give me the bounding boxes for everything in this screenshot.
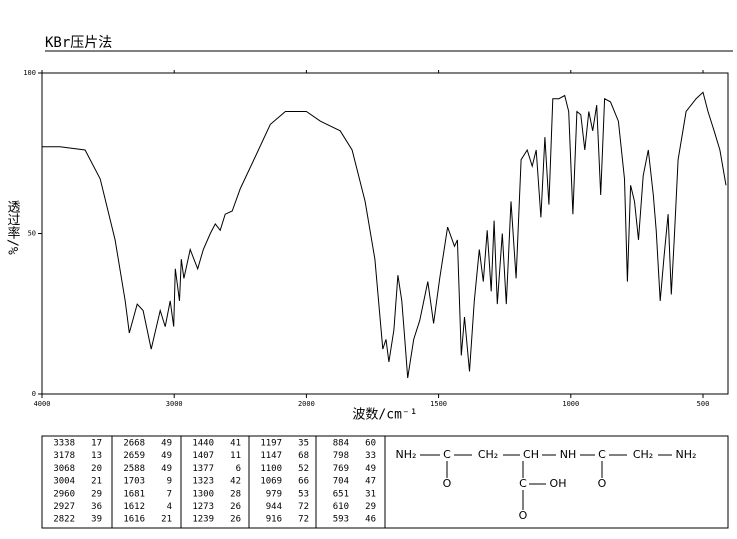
peak-wavenumber: 944 xyxy=(266,502,282,512)
peak-transmittance: 7 xyxy=(167,489,172,499)
peak-transmittance: 66 xyxy=(298,477,309,487)
peak-wavenumber: 1069 xyxy=(260,477,282,487)
x-axis-label: 波数/cm⁻¹ xyxy=(352,408,417,423)
atom-label: OH xyxy=(550,477,567,490)
peak-wavenumber: 704 xyxy=(333,477,349,487)
atom-label: O xyxy=(519,509,528,522)
peak-wavenumber: 3178 xyxy=(53,451,75,461)
peak-transmittance: 26 xyxy=(230,502,241,512)
x-tick-label: 3000 xyxy=(166,400,183,408)
peak-wavenumber: 2960 xyxy=(53,489,75,499)
y-axis-label: 透过率/% xyxy=(5,200,21,255)
peak-transmittance: 26 xyxy=(230,515,241,525)
peak-wavenumber: 1377 xyxy=(192,464,214,474)
peak-transmittance: 46 xyxy=(365,515,376,525)
peak-wavenumber: 798 xyxy=(333,451,349,461)
peak-wavenumber: 1612 xyxy=(123,502,145,512)
peak-wavenumber: 1407 xyxy=(192,451,214,461)
x-tick-label: 4000 xyxy=(34,400,51,408)
peak-transmittance: 6 xyxy=(236,464,241,474)
peak-wavenumber: 1440 xyxy=(192,439,214,449)
peak-wavenumber: 1681 xyxy=(123,489,145,499)
peak-wavenumber: 3338 xyxy=(53,439,75,449)
peak-wavenumber: 1273 xyxy=(192,502,214,512)
peak-wavenumber: 1300 xyxy=(192,489,214,499)
atom-label: CH₂ xyxy=(633,448,653,461)
peak-transmittance: 29 xyxy=(91,489,102,499)
peak-wavenumber: 593 xyxy=(333,515,349,525)
peak-wavenumber: 610 xyxy=(333,502,349,512)
peak-wavenumber: 769 xyxy=(333,464,349,474)
atom-label: NH₂ xyxy=(676,448,697,461)
y-tick-label: 50 xyxy=(28,230,36,238)
peak-transmittance: 33 xyxy=(365,451,376,461)
peak-wavenumber: 884 xyxy=(333,439,349,449)
y-tick-label: 0 xyxy=(32,390,36,398)
structure-bonds xyxy=(420,454,672,510)
plot-frame xyxy=(41,72,729,395)
peak-transmittance: 11 xyxy=(230,451,241,461)
peak-wavenumber: 916 xyxy=(266,515,282,525)
peak-wavenumber: 2588 xyxy=(123,464,145,474)
atom-label: CH₂ xyxy=(478,448,498,461)
peak-transmittance: 53 xyxy=(298,489,309,499)
peak-wavenumber: 1703 xyxy=(123,477,145,487)
peak-wavenumber: 651 xyxy=(333,489,349,499)
peak-transmittance: 21 xyxy=(91,477,102,487)
peak-transmittance: 42 xyxy=(230,477,241,487)
atom-label: O xyxy=(443,477,452,490)
atom-label: NH₂ xyxy=(396,448,417,461)
peak-transmittance: 49 xyxy=(365,464,376,474)
chart-title: KBr压片法 xyxy=(45,35,112,51)
peak-wavenumber: 1323 xyxy=(192,477,214,487)
atom-label: C xyxy=(598,448,606,461)
peak-transmittance: 21 xyxy=(161,515,172,525)
peak-wavenumber: 2822 xyxy=(53,515,75,525)
peak-transmittance: 29 xyxy=(365,502,376,512)
peak-wavenumber: 1239 xyxy=(192,515,214,525)
peak-transmittance: 49 xyxy=(161,464,172,474)
peak-transmittance: 49 xyxy=(161,439,172,449)
peak-transmittance: 35 xyxy=(298,439,309,449)
peak-wavenumber: 1197 xyxy=(260,439,282,449)
peak-transmittance: 72 xyxy=(298,515,309,525)
peak-wavenumber: 1100 xyxy=(260,464,282,474)
peak-wavenumber: 3004 xyxy=(53,477,75,487)
peak-wavenumber: 2927 xyxy=(53,502,75,512)
peak-transmittance: 60 xyxy=(365,439,376,449)
peak-transmittance: 17 xyxy=(91,439,102,449)
atom-label: O xyxy=(598,477,607,490)
x-tick-label: 1000 xyxy=(562,400,579,408)
peak-wavenumber: 1616 xyxy=(123,515,145,525)
peak-transmittance: 36 xyxy=(91,502,102,512)
atom-label: C xyxy=(443,448,451,461)
peak-transmittance: 72 xyxy=(298,502,309,512)
x-tick-label: 500 xyxy=(697,400,710,408)
peak-wavenumber: 1147 xyxy=(260,451,282,461)
peak-wavenumber: 979 xyxy=(266,489,282,499)
peak-wavenumber: 2668 xyxy=(123,439,145,449)
peak-transmittance: 49 xyxy=(161,451,172,461)
peak-transmittance: 41 xyxy=(230,439,241,449)
peak-transmittance: 28 xyxy=(230,489,241,499)
x-tick-label: 1500 xyxy=(430,400,447,408)
peak-transmittance: 9 xyxy=(167,477,172,487)
peak-transmittance: 20 xyxy=(91,464,102,474)
x-tick-label: 2000 xyxy=(298,400,315,408)
peak-transmittance: 52 xyxy=(298,464,309,474)
atom-label: C xyxy=(519,477,527,490)
peak-wavenumber: 3068 xyxy=(53,464,75,474)
atom-label: NH xyxy=(560,448,577,461)
peak-transmittance: 39 xyxy=(91,515,102,525)
spectrum-line xyxy=(42,91,727,378)
peak-transmittance: 68 xyxy=(298,451,309,461)
peak-transmittance: 47 xyxy=(365,477,376,487)
peak-wavenumber: 2659 xyxy=(123,451,145,461)
y-tick-label: 100 xyxy=(23,69,36,77)
peak-transmittance: 31 xyxy=(365,489,376,499)
atom-label: CH xyxy=(523,448,539,461)
peak-transmittance: 4 xyxy=(167,502,172,512)
peak-transmittance: 13 xyxy=(91,451,102,461)
